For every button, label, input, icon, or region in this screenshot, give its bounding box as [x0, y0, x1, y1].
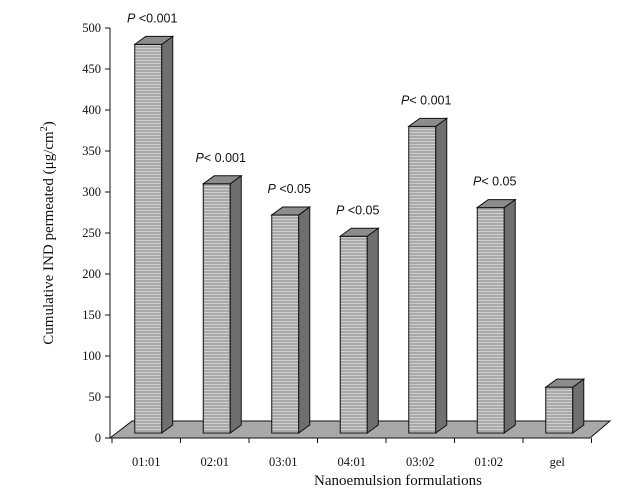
y-tick-label: 350	[82, 144, 101, 158]
bar-03:02	[407, 117, 449, 434]
x-tick-label: 03:02	[406, 455, 434, 469]
y-tick-label: 300	[82, 185, 101, 199]
bar-top	[407, 117, 449, 127]
y-axis	[105, 27, 592, 443]
bar-front	[545, 386, 574, 434]
bar-top	[475, 199, 517, 209]
bar-03:01	[270, 205, 312, 434]
y-tick-label: 250	[82, 226, 101, 240]
bar-top	[338, 227, 380, 237]
x-axis-title: Nanoemulsion formulations	[314, 473, 482, 489]
y-axis-title: Cumulative IND permeated (μg/cm2)	[39, 121, 57, 344]
p-value-label: P< 0.001	[401, 93, 451, 107]
p-value-text: <0.001	[135, 11, 177, 25]
p-value-label: P <0.05	[336, 203, 379, 217]
p-value-label: P< 0.05	[473, 175, 516, 189]
y-axis-title-end: )	[41, 121, 57, 126]
bar-front	[134, 43, 163, 434]
bars	[133, 35, 586, 434]
bar-top	[270, 206, 312, 216]
bar-front	[476, 207, 505, 434]
p-value-prefix: P	[196, 151, 205, 165]
x-tick-label: gel	[550, 455, 566, 469]
y-tick-label: 150	[82, 308, 101, 322]
p-value-label: P <0.05	[268, 182, 311, 196]
bar-gel	[544, 378, 586, 434]
bar-top	[544, 378, 586, 388]
bar-02:01	[201, 174, 243, 434]
x-tick-label: 01:02	[475, 455, 503, 469]
x-tick-label: 01:01	[132, 455, 160, 469]
y-tick-label: 50	[89, 390, 102, 404]
p-value-prefix: P	[473, 175, 482, 189]
p-value-label: P <0.001	[127, 11, 177, 25]
y-axis-title-sup: 2	[39, 126, 50, 131]
p-value-text: < 0.001	[409, 93, 451, 107]
p-value-prefix: P	[127, 11, 136, 25]
y-tick-label: 450	[82, 62, 101, 76]
p-value-text: <0.05	[276, 182, 311, 196]
bar-side	[161, 35, 174, 434]
x-tick-label: 03:01	[269, 455, 297, 469]
bar-side	[229, 174, 242, 434]
bar-front	[202, 183, 231, 434]
y-tick-label: 200	[82, 267, 101, 281]
p-value-label: P< 0.001	[196, 151, 246, 165]
x-tick-label: 02:01	[201, 455, 229, 469]
p-value-prefix: P	[401, 93, 410, 107]
x-tick-label: 04:01	[338, 455, 366, 469]
bar-side	[435, 117, 448, 434]
y-axis-title-main: Cumulative IND permeated (μg/cm	[41, 131, 57, 345]
bar-side	[503, 198, 516, 434]
bar-front	[339, 235, 368, 434]
y-tick-label: 0	[95, 431, 101, 445]
bar-side	[298, 205, 311, 434]
p-value-prefix: P	[336, 203, 345, 217]
labels: 0 50 100 150 200 250 300 350 400 450 500 01:01 P <0.…	[39, 11, 565, 489]
bar-front	[408, 125, 437, 434]
bar-side	[572, 378, 585, 434]
y-tick-label: 500	[82, 21, 101, 35]
bar-side	[366, 227, 379, 434]
bar-04:01	[338, 227, 380, 434]
y-tick-label: 400	[82, 103, 101, 117]
bar-01:02	[475, 198, 517, 434]
bar-01:01	[133, 35, 175, 434]
bar-front	[271, 214, 300, 434]
p-value-text: < 0.05	[481, 175, 516, 189]
p-value-text: < 0.001	[204, 151, 246, 165]
bar-top	[201, 175, 243, 185]
p-value-text: <0.05	[344, 203, 379, 217]
y-tick-label: 100	[82, 349, 101, 363]
bar-top	[133, 35, 175, 45]
p-value-prefix: P	[268, 182, 277, 196]
